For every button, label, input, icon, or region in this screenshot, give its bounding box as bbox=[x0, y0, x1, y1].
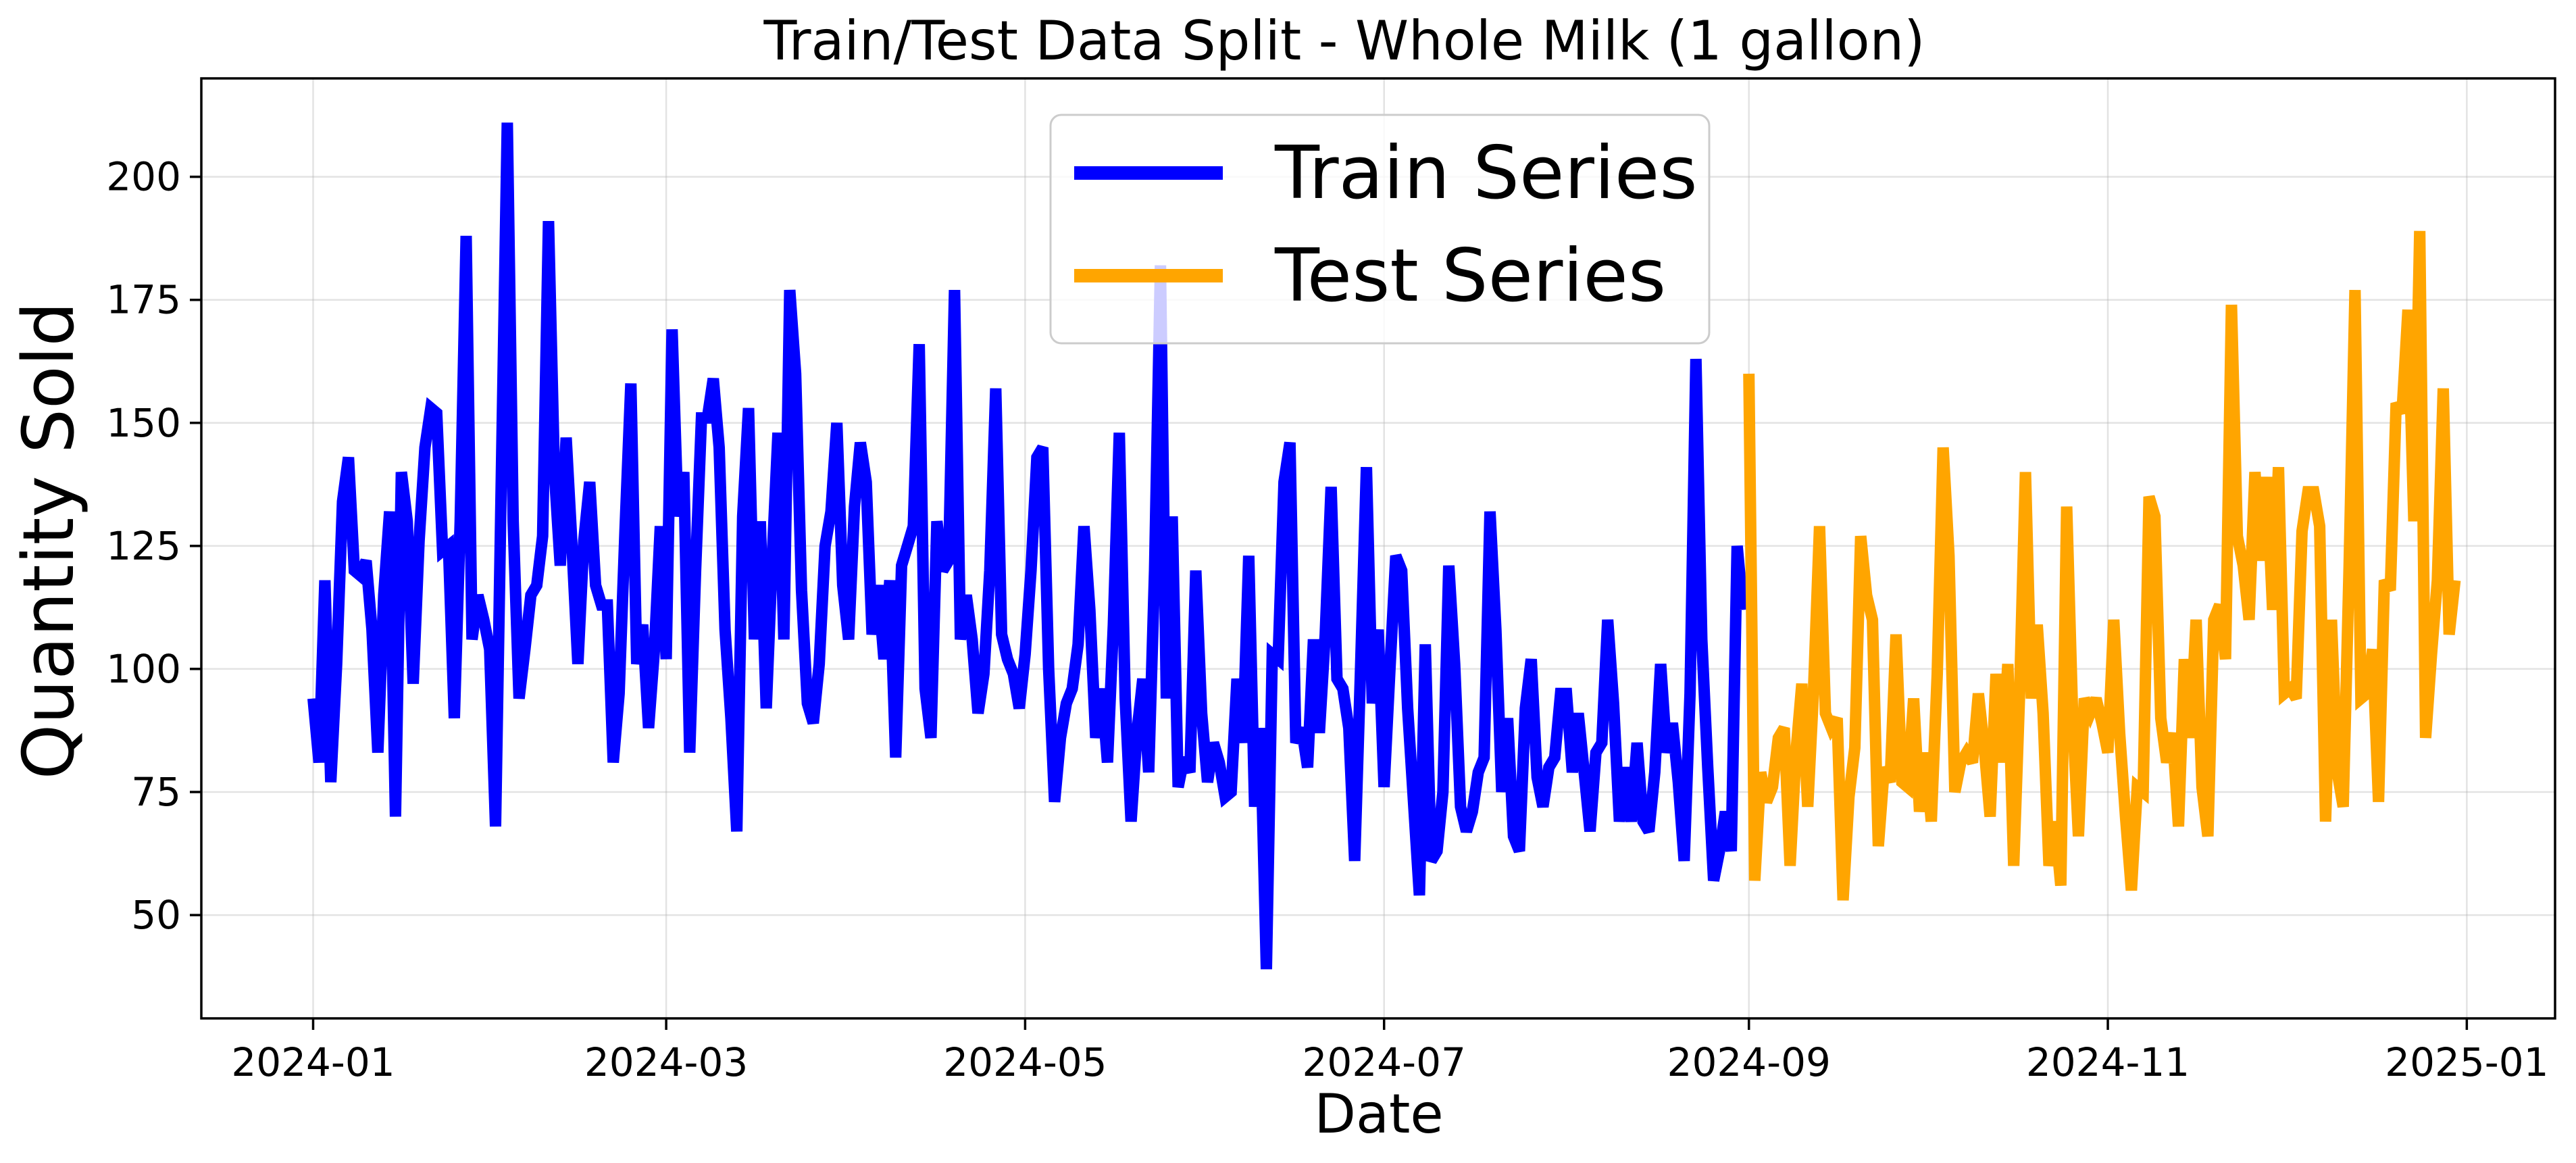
y-tick-label: 50 bbox=[131, 892, 181, 938]
plot-area bbox=[200, 77, 2556, 1020]
x-tick-label: 2024-11 bbox=[2026, 1039, 2190, 1085]
legend-label-test-series: Test Series bbox=[1274, 234, 1666, 318]
series-line-train-series bbox=[307, 122, 1749, 970]
y-tick-label: 100 bbox=[106, 646, 181, 692]
y-tick-label: 75 bbox=[131, 769, 181, 815]
x-tick-label: 2024-01 bbox=[231, 1039, 395, 1085]
x-tick-label: 2024-09 bbox=[1667, 1039, 1831, 1085]
series-line-test-series bbox=[1743, 230, 2461, 901]
legend: Train Series Test Series bbox=[1049, 114, 1711, 345]
y-tick-label: 125 bbox=[106, 523, 181, 569]
x-tick-label: 2025-01 bbox=[2385, 1039, 2548, 1085]
x-axis: 2024-01 2024-03 2024-05 2024-07 2024-09 2024-… bbox=[231, 1018, 2549, 1085]
plot-frame bbox=[200, 77, 2556, 1020]
x-axis-title: Date bbox=[1314, 1083, 1443, 1145]
y-tick-label: 150 bbox=[106, 400, 181, 446]
x-tick-label: 2024-03 bbox=[584, 1039, 748, 1085]
y-tick-label: 200 bbox=[106, 154, 181, 200]
chart-title: Train/Test Data Split - Whole Milk (1 ga… bbox=[763, 9, 1925, 72]
legend-label-train-series: Train Series bbox=[1274, 131, 1698, 216]
y-tick-label: 175 bbox=[106, 277, 181, 323]
x-tick-label: 2024-05 bbox=[943, 1039, 1107, 1085]
series-lines bbox=[307, 122, 2461, 970]
y-axis-title: Quantity Sold bbox=[7, 301, 90, 779]
x-tick-label: 2024-07 bbox=[1303, 1039, 1466, 1085]
y-axis: 50 75 100 125 150 175 200 bbox=[106, 154, 201, 938]
